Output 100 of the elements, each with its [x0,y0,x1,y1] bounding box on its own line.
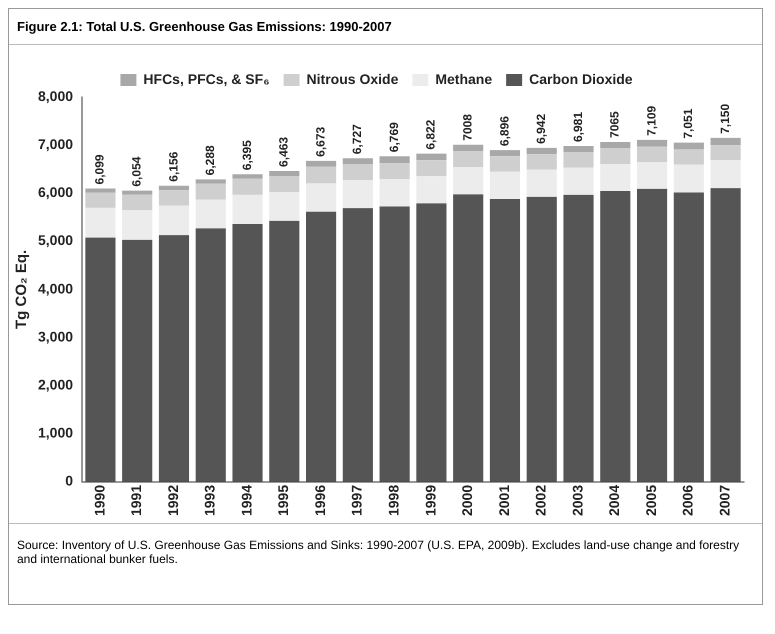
total-label: 7,051 [681,108,696,139]
bar [636,140,668,147]
x-tick-label: 1993 [202,484,218,516]
total-label: 6,896 [497,116,512,146]
x-tick-label: 1991 [128,484,144,516]
total-label: 6,822 [424,119,438,150]
bar [526,196,557,482]
bar [380,162,410,180]
bar [232,178,263,195]
total-label: 6,673 [313,126,328,157]
bar [269,192,300,221]
total-label: 7008 [460,114,474,141]
y-tick-label: 0 [65,472,74,489]
legend-label: HFCs, PFCs, & SF₆ [143,70,270,87]
bar [380,179,410,206]
bar [674,192,704,482]
x-tick-label: 2004 [606,484,622,516]
bar [158,190,190,206]
bar [342,180,373,208]
bar [674,164,704,192]
bar [710,145,741,160]
bar [158,206,190,236]
x-tick-label: 1992 [164,484,181,516]
legend-label: Carbon Dioxide [529,70,633,87]
bar [453,166,484,194]
bar [710,188,741,482]
bar [122,240,152,482]
legend-label: Methane [435,70,492,87]
bar [122,210,152,240]
bar [306,166,336,184]
total-label: 6,463 [276,136,291,167]
x-tick-label: 2005 [642,484,659,516]
total-label: 6,942 [534,114,548,144]
bar [563,168,594,195]
total-label: 6,099 [92,154,107,184]
bar [674,149,704,165]
bar [416,154,446,160]
bar [158,186,190,190]
bar [380,156,410,163]
bar [600,148,630,164]
bar [196,199,226,228]
bar [563,194,594,482]
bar [306,160,336,167]
x-tick-label: 1994 [238,484,254,516]
bar [490,156,520,172]
total-label: 6,981 [570,112,585,142]
bar [526,170,557,197]
legend-label: Nitrous Oxide [306,70,399,87]
bar [636,162,668,189]
bar [490,198,520,482]
bar [490,150,520,156]
bar [636,146,668,162]
y-axis-title: Tg CO₂ Eq. [13,250,30,330]
bar [710,138,741,146]
bar [600,164,630,192]
total-label: 6,727 [350,124,364,154]
bar [85,208,116,238]
x-tick-label: 1999 [422,484,438,516]
bar [563,152,594,168]
bar [416,203,446,482]
total-label: 6,156 [166,151,180,182]
y-tick-label: 5,000 [38,232,74,248]
x-tick-label: 2007 [716,484,732,516]
y-tick-label: 3,000 [38,328,74,344]
total-label: 6,395 [240,140,254,170]
bar [674,142,704,150]
x-tick-label: 1995 [275,484,292,516]
bar [526,148,557,154]
bar [85,188,116,193]
y-tick-label: 4,000 [38,280,74,296]
bar [342,164,373,180]
total-label: 6,288 [203,145,218,176]
x-tick-label: 2002 [532,484,549,516]
bar [232,174,263,179]
bar [342,208,373,482]
bar [232,224,263,482]
x-tick-label: 1990 [91,484,108,516]
chart-title: Figure 2.1: Total U.S. Greenhouse Gas Emissions: 1990-2007 [17,19,393,34]
bar [453,151,484,167]
bar [600,191,630,482]
y-tick-label: 1,000 [38,424,74,441]
bar [196,228,226,482]
bar [269,176,300,192]
bar [526,154,557,170]
total-label: 7065 [608,110,622,138]
total-label: 6,054 [130,156,144,187]
y-tick-label: 7,000 [38,136,74,152]
x-tick-label: 2003 [569,484,586,516]
bar [122,194,152,210]
bar [710,160,741,188]
bar [600,142,630,148]
bar [196,184,226,200]
source-note: Source: Inventory of U.S. Greenhouse Gas Emissions and Sinks: 1990-2007 (U.S. EPA, 2009b). Excludes land-use change and forestry and international bunker fuels. [17,538,740,566]
total-label: 7,109 [644,106,658,136]
bar [636,188,668,482]
bar [453,194,484,482]
x-tick-label: 1998 [385,484,402,516]
bar [453,144,484,152]
x-tick-label: 1997 [348,484,365,516]
bar [269,220,300,482]
